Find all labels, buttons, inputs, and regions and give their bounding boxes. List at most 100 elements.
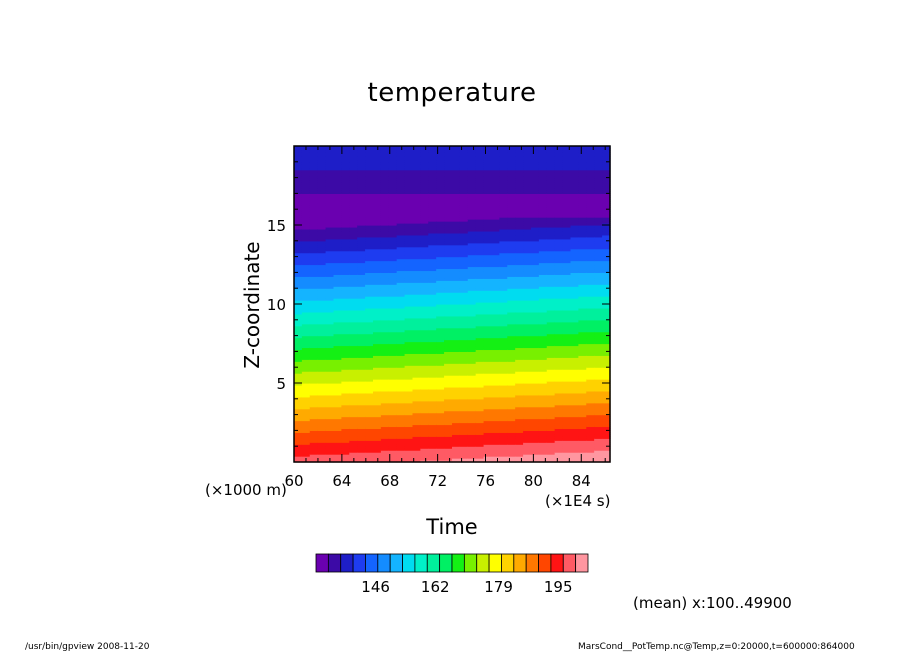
heatmap-cell [412, 315, 421, 319]
heatmap-cell [396, 333, 406, 337]
heatmap-cell [309, 230, 319, 234]
heatmap-cell [357, 456, 366, 459]
heatmap-cell [357, 201, 366, 204]
heatmap-cell [452, 444, 461, 447]
heatmap-cell [444, 347, 453, 351]
heatmap-cell [459, 390, 469, 394]
heatmap-cell [452, 153, 461, 157]
heatmap-cell [373, 321, 382, 325]
heatmap-cell [380, 319, 390, 323]
heatmap-cell [499, 207, 508, 210]
heatmap-cell [452, 258, 461, 262]
heatmap-cell [483, 329, 493, 333]
heatmap-cell [365, 337, 374, 341]
heatmap-cell [388, 434, 398, 437]
heatmap-cell [467, 189, 477, 193]
heatmap-cell [294, 386, 303, 390]
heatmap-cell [491, 169, 500, 173]
heatmap-cell [373, 205, 382, 208]
heatmap-cell [357, 207, 366, 210]
heatmap-cell [301, 329, 311, 333]
heatmap-cell [309, 296, 319, 299]
heatmap-cell [365, 418, 374, 422]
heatmap-cell [475, 440, 485, 443]
heatmap-cell [491, 436, 500, 439]
heatmap-cell [499, 219, 508, 222]
heatmap-cell [483, 333, 493, 337]
heatmap-cell [373, 410, 382, 414]
heatmap-cell [388, 205, 398, 208]
heatmap-cell [538, 434, 548, 437]
heatmap-cell [373, 175, 382, 179]
heatmap-cell [483, 236, 493, 240]
heatmap-cell [499, 309, 508, 313]
heatmap-cell [333, 424, 342, 428]
heatmap-cell [459, 236, 469, 240]
heatmap-cell [317, 232, 327, 236]
heatmap-cell [301, 262, 311, 266]
heatmap-cell [365, 404, 374, 408]
heatmap-cell [499, 422, 508, 426]
heatmap-cell [396, 325, 406, 329]
heatmap-cell [309, 169, 319, 173]
heatmap-cell [333, 161, 342, 165]
heatmap-cell [404, 307, 414, 311]
heatmap-cell [317, 199, 327, 202]
heatmap-cell [436, 353, 445, 356]
heatmap-cell [420, 294, 429, 297]
heatmap-cell [531, 286, 540, 289]
heatmap-cell [467, 383, 477, 386]
heatmap-cell [420, 351, 429, 354]
heatmap-cell [341, 341, 350, 345]
heatmap-cell [341, 386, 350, 390]
heatmap-cell [349, 238, 358, 242]
heatmap-cell [523, 181, 532, 185]
heatmap-cell [309, 183, 319, 187]
heatmap-cell [373, 290, 382, 293]
heatmap-cell [325, 232, 335, 236]
heatmap-cell [475, 408, 485, 412]
heatmap-cell [325, 337, 335, 341]
heatmap-cell [444, 173, 453, 177]
heatmap-cell [459, 250, 469, 254]
heatmap-cell [404, 181, 414, 185]
heatmap-cell [396, 329, 406, 333]
heatmap-cell [420, 414, 429, 418]
heatmap-cell [317, 167, 327, 171]
heatmap-cell [523, 333, 532, 337]
heatmap-cell [380, 274, 390, 277]
heatmap-cell [309, 351, 319, 354]
heatmap-cell [483, 331, 493, 335]
heatmap-cell [388, 153, 398, 157]
heatmap-cell [436, 211, 445, 214]
heatmap-cell [452, 244, 461, 248]
heatmap-cell [459, 422, 469, 426]
heatmap-cell [515, 351, 524, 354]
heatmap-cell [491, 307, 500, 311]
heatmap-cell [373, 260, 382, 264]
heatmap-cell [531, 406, 540, 410]
heatmap-cell [388, 258, 398, 262]
heatmap-cell [452, 428, 461, 431]
heatmap-cell [452, 232, 461, 236]
heatmap-cell [531, 333, 540, 337]
heatmap-cell [452, 422, 461, 426]
heatmap-cell [388, 456, 398, 459]
heatmap-cell [483, 177, 493, 181]
heatmap-cell [499, 329, 508, 333]
heatmap-cell [523, 234, 532, 238]
heatmap-cell [444, 248, 453, 252]
heatmap-cell [483, 262, 493, 266]
heatmap-cell [412, 260, 421, 264]
heatmap-cell [420, 343, 429, 347]
heatmap-cell [396, 201, 406, 204]
heatmap-cell [531, 416, 540, 420]
heatmap-cell [459, 147, 469, 151]
heatmap-cell [349, 333, 358, 337]
heatmap-cell [459, 223, 469, 226]
heatmap-cell [523, 388, 532, 392]
heatmap-cell [475, 327, 485, 331]
heatmap-cell [357, 149, 366, 153]
heatmap-cell [294, 450, 303, 453]
heatmap-cell [507, 248, 516, 252]
